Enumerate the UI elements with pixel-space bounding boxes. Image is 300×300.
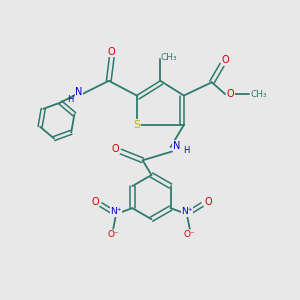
Text: CH₃: CH₃ xyxy=(161,53,178,62)
Text: O: O xyxy=(221,55,229,65)
Text: N: N xyxy=(75,87,82,97)
Text: O⁻: O⁻ xyxy=(184,230,196,239)
Text: CH₃: CH₃ xyxy=(250,90,267,99)
Text: O⁻: O⁻ xyxy=(107,230,119,239)
Text: N⁺: N⁺ xyxy=(110,207,122,216)
Text: O: O xyxy=(204,197,212,207)
Text: N: N xyxy=(173,141,180,151)
Text: O: O xyxy=(108,47,116,57)
Text: H: H xyxy=(67,95,74,104)
Text: S: S xyxy=(133,120,140,130)
Text: O: O xyxy=(226,89,234,99)
Text: N⁺: N⁺ xyxy=(181,207,193,216)
Text: H: H xyxy=(183,146,189,155)
Text: O: O xyxy=(111,143,119,154)
Text: O: O xyxy=(91,197,99,207)
